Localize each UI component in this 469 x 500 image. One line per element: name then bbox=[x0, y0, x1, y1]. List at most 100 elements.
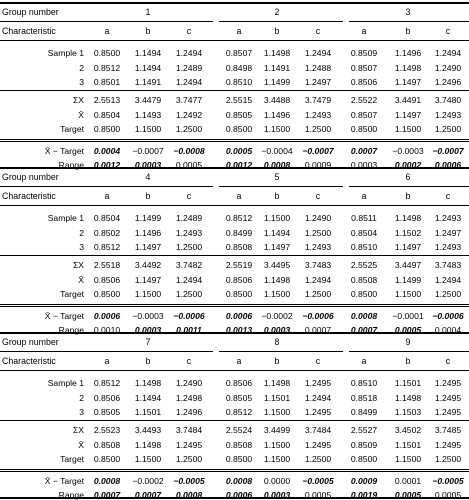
table-cell: 1.2495 bbox=[434, 393, 462, 403]
table-cell: 1.2492 bbox=[175, 110, 203, 120]
table-cell: 0.8506 bbox=[225, 275, 253, 285]
table-cell: 0.0005 bbox=[175, 160, 203, 170]
table-cell: 0.0007 bbox=[350, 325, 378, 335]
table-cell: 2.5525 bbox=[350, 260, 378, 270]
group-number-label: Group number bbox=[2, 337, 59, 347]
table-cell: 1.2495 bbox=[434, 407, 462, 417]
table-cell: 1.1491 bbox=[134, 77, 162, 87]
table-cell: 0.8507 bbox=[350, 63, 378, 73]
table-cell: 0.0007 bbox=[93, 490, 121, 500]
table-cell: 1.1501 bbox=[134, 407, 162, 417]
rule-line bbox=[0, 2, 469, 4]
table-cell: 1.2493 bbox=[175, 228, 203, 238]
table-cell: 0.0003 bbox=[134, 160, 162, 170]
rule-line bbox=[0, 304, 469, 305]
table-cell: 1.2500 bbox=[175, 242, 203, 252]
row-label: Target bbox=[60, 454, 84, 464]
table-cell: −0.0003 bbox=[392, 146, 424, 156]
table-cell: 1.2488 bbox=[304, 63, 332, 73]
table-cell: 0.8512 bbox=[93, 378, 121, 388]
rule-line bbox=[0, 497, 469, 499]
table-cell: 1.1501 bbox=[394, 440, 422, 450]
table-cell: 0.8504 bbox=[93, 110, 121, 120]
characteristic-code: c bbox=[315, 26, 321, 36]
table-cell: 1.1497 bbox=[394, 242, 422, 252]
table-cell: 0.0008 bbox=[93, 476, 121, 486]
table-cell: 0.0008 bbox=[225, 476, 253, 486]
table-cell: 0.8500 bbox=[225, 124, 253, 134]
table-cell: 2.5527 bbox=[350, 425, 378, 435]
row-label: X̄ − Target bbox=[44, 476, 84, 486]
table-cell: 0.8500 bbox=[350, 289, 378, 299]
table-cell: 1.1496 bbox=[134, 228, 162, 238]
rule-line bbox=[0, 40, 469, 41]
table-cell: 3.4488 bbox=[263, 95, 291, 105]
table-cell: 0.0006 bbox=[93, 311, 121, 321]
rule-gap bbox=[213, 185, 219, 188]
group-number-label: Group number bbox=[2, 7, 59, 17]
table-cell: 0.8499 bbox=[225, 228, 253, 238]
rule-line bbox=[0, 186, 469, 187]
characteristic-code: c bbox=[445, 356, 451, 366]
table-cell: 3.7485 bbox=[434, 425, 462, 435]
rule-line bbox=[0, 141, 469, 142]
characteristic-code: b bbox=[274, 26, 280, 36]
characteristic-label: Characteristic bbox=[2, 356, 56, 366]
group-number: 6 bbox=[405, 172, 411, 182]
table-cell: 0.8505 bbox=[93, 407, 121, 417]
table-cell: 0.8501 bbox=[93, 77, 121, 87]
table-cell: 1.1498 bbox=[134, 440, 162, 450]
table-cell: 3.4492 bbox=[134, 260, 162, 270]
table-cell: 0.8510 bbox=[350, 378, 378, 388]
table-cell: 0.8500 bbox=[225, 454, 253, 464]
table-cell: 0.8518 bbox=[350, 393, 378, 403]
table-cell: 3.7477 bbox=[175, 95, 203, 105]
table-cell: 3.4493 bbox=[134, 425, 162, 435]
table-cell: 1.2495 bbox=[304, 407, 332, 417]
characteristic-code: c bbox=[186, 356, 192, 366]
table-cell: 1.2496 bbox=[175, 407, 203, 417]
table-cell: 2.5518 bbox=[93, 260, 121, 270]
rule-line bbox=[0, 332, 469, 334]
table-cell: 1.1498 bbox=[134, 378, 162, 388]
table-cell: 1.1500 bbox=[394, 289, 422, 299]
table-cell: 0.8506 bbox=[225, 378, 253, 388]
rule-line bbox=[0, 167, 469, 169]
table-cell: −0.0007 bbox=[132, 146, 164, 156]
table-cell: 1.1493 bbox=[134, 110, 162, 120]
table-cell: −0.0002 bbox=[261, 311, 293, 321]
characteristic-code: b bbox=[405, 191, 411, 201]
table-cell: 1.1500 bbox=[134, 124, 162, 134]
table-cell: −0.0007 bbox=[302, 146, 334, 156]
row-label: Range bbox=[58, 490, 84, 500]
table-cell: 3.4497 bbox=[394, 260, 422, 270]
table-cell: 1.2493 bbox=[434, 242, 462, 252]
table-cell: 0.8500 bbox=[93, 289, 121, 299]
characteristic-code: b bbox=[405, 356, 411, 366]
table-cell: 1.2494 bbox=[434, 48, 462, 58]
characteristic-code: c bbox=[186, 191, 192, 201]
table-cell: 0.0004 bbox=[434, 325, 462, 335]
table-cell: 0.0009 bbox=[350, 476, 378, 486]
row-label: Sample 1 bbox=[47, 378, 84, 388]
table-cell: 0.8504 bbox=[350, 228, 378, 238]
table-cell: 0.0012 bbox=[225, 160, 253, 170]
table-cell: 0.0008 bbox=[175, 490, 203, 500]
table-cell: 0.8510 bbox=[350, 242, 378, 252]
table-cell: 1.1500 bbox=[134, 454, 162, 464]
table-cell: 0.8509 bbox=[350, 440, 378, 450]
table-cell: 2.5524 bbox=[225, 425, 253, 435]
table-cell: 1.1501 bbox=[263, 393, 291, 403]
table-cell: 0.0000 bbox=[263, 476, 291, 486]
table-cell: 0.8507 bbox=[225, 48, 253, 58]
characteristic-code: c bbox=[315, 191, 321, 201]
table-cell: −0.0001 bbox=[392, 311, 424, 321]
table-cell: 1.2495 bbox=[304, 440, 332, 450]
table-cell: 1.1498 bbox=[394, 63, 422, 73]
table-cell: 0.0007 bbox=[304, 325, 332, 335]
row-label: 2 bbox=[79, 393, 84, 403]
rule-gap bbox=[213, 20, 219, 23]
table-cell: 1.1500 bbox=[263, 440, 291, 450]
table-cell: 1.1491 bbox=[263, 63, 291, 73]
table-cell: 1.2500 bbox=[175, 124, 203, 134]
